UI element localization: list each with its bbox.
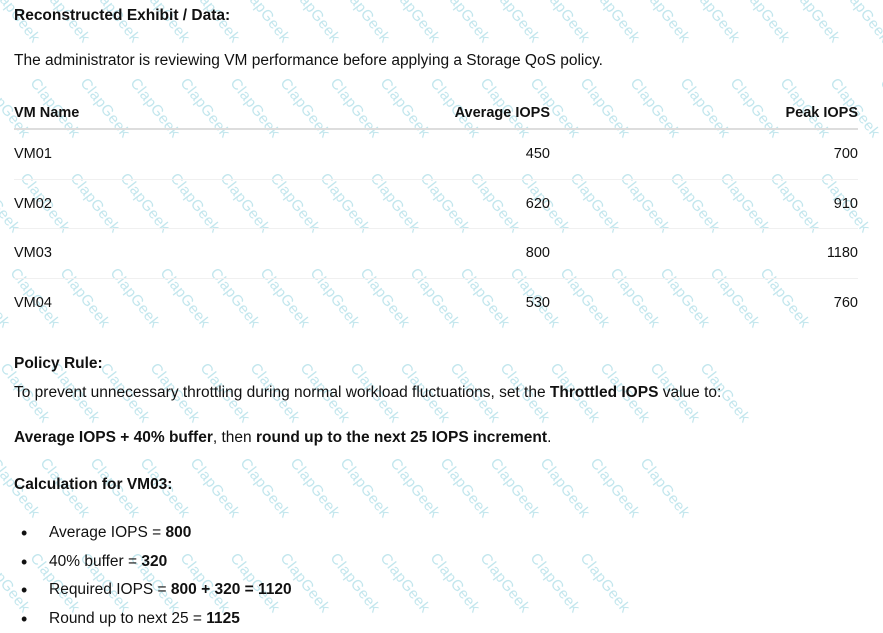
watermark-text: ClapGeek [436, 455, 494, 522]
policy-formula: Average IOPS + 40% buffer, then round up… [14, 429, 551, 447]
watermark-text: ClapGeek [836, 0, 883, 47]
policy-text-bold: Throttled IOPS [549, 384, 659, 401]
watermark-text: ClapGeek [236, 455, 294, 522]
list-item: Average IOPS = 800 [21, 519, 292, 548]
list-item: 40% buffer = 320 [21, 548, 292, 577]
watermark-text: ClapGeek [386, 455, 444, 522]
item-label: Required IOPS = [49, 581, 171, 599]
table-header-row: VM Name Average IOPS Peak IOPS [14, 98, 858, 130]
watermark-text: ClapGeek [486, 0, 544, 47]
watermark-text: ClapGeek [786, 0, 844, 47]
table-row: VM03 800 1180 [14, 228, 858, 279]
watermark-text: ClapGeek [326, 550, 384, 617]
watermark-text: ClapGeek [586, 0, 644, 47]
average-iops-cell: 620 [240, 179, 550, 229]
formula-mid: , then [212, 429, 256, 446]
item-value: 320 [141, 552, 168, 570]
calculation-list: Average IOPS = 80040% buffer = 320Requir… [14, 519, 292, 633]
watermark-text: ClapGeek [536, 455, 594, 522]
item-label: 40% buffer = [49, 552, 142, 570]
watermark-text: ClapGeek [426, 550, 484, 617]
list-item: Round up to next 25 = 1125 [21, 605, 292, 633]
policy-heading: Policy Rule: [14, 355, 103, 372]
item-label: Round up to next 25 = [49, 609, 207, 627]
intro-text: The administrator is reviewing VM perfor… [14, 52, 603, 69]
vm-name-cell: VM01 [14, 129, 240, 180]
peak-iops-cell: 700 [550, 129, 858, 180]
item-value: 800 [165, 524, 192, 541]
formula-part-1: Average IOPS + 40% buffer [14, 429, 213, 446]
vm-name-cell: VM04 [14, 294, 52, 311]
watermark-text: ClapGeek [336, 455, 394, 522]
peak-iops-cell: 760 [833, 294, 858, 311]
header-average-iops: Average IOPS [240, 98, 550, 130]
policy-text-start: To prevent unnecessary throttling during… [14, 384, 550, 401]
item-value: 1125 [206, 609, 240, 627]
header-vm-name: VM Name [14, 98, 240, 130]
average-iops-cell: 530 [525, 294, 550, 311]
watermark-text: ClapGeek [536, 0, 594, 47]
item-value: 800 + 320 = 1120 [170, 581, 292, 599]
vm-name-cell: VM03 [14, 228, 240, 279]
watermark-text: ClapGeek [686, 0, 744, 47]
watermark-text: ClapGeek [0, 265, 14, 332]
table-row: VM04 530 760 [14, 278, 858, 327]
watermark-text: ClapGeek [576, 550, 634, 617]
page-title: Reconstructed Exhibit / Data: [14, 7, 231, 24]
formula-end: . [547, 429, 552, 446]
policy-text: To prevent unnecessary throttling during… [14, 384, 721, 402]
vm-name-cell: VM02 [14, 179, 240, 229]
watermark-text: ClapGeek [526, 550, 584, 617]
table-row: VM02 620 910 [14, 179, 858, 229]
watermark-text: ClapGeek [476, 550, 534, 617]
average-iops-cell: 800 [240, 228, 550, 279]
peak-iops-cell: 1180 [550, 228, 858, 279]
watermark-text: ClapGeek [286, 455, 344, 522]
formula-part-2: round up to the next 25 IOPS increment [255, 429, 548, 446]
watermark-text: ClapGeek [736, 0, 794, 47]
average-iops-cell: 450 [240, 129, 550, 180]
watermark-text: ClapGeek [236, 0, 294, 47]
calculation-heading: Calculation for VM03: [14, 476, 173, 493]
watermark-text: ClapGeek [376, 550, 434, 617]
watermark-text: ClapGeek [0, 360, 4, 427]
watermark-text: ClapGeek [586, 455, 644, 522]
watermark-text: ClapGeek [286, 0, 344, 47]
watermark-text: ClapGeek [186, 455, 244, 522]
item-label: Average IOPS = [49, 524, 166, 541]
policy-text-end: value to: [658, 384, 722, 401]
watermark-text: ClapGeek [336, 0, 394, 47]
watermark-text: ClapGeek [486, 455, 544, 522]
watermark-text: ClapGeek [386, 0, 444, 47]
watermark-text: ClapGeek [636, 455, 694, 522]
list-item: Required IOPS = 800 + 320 = 1120 [21, 576, 292, 605]
vm-iops-table: VM Name Average IOPS Peak IOPS VM01 450 70… [14, 98, 858, 327]
peak-iops-cell: 910 [550, 179, 858, 229]
watermark-text: ClapGeek [636, 0, 694, 47]
table-row: VM01 450 700 [14, 129, 858, 180]
watermark-text: ClapGeek [436, 0, 494, 47]
watermark-text: ClapGeek [876, 75, 883, 142]
header-peak-iops: Peak IOPS [550, 98, 858, 130]
